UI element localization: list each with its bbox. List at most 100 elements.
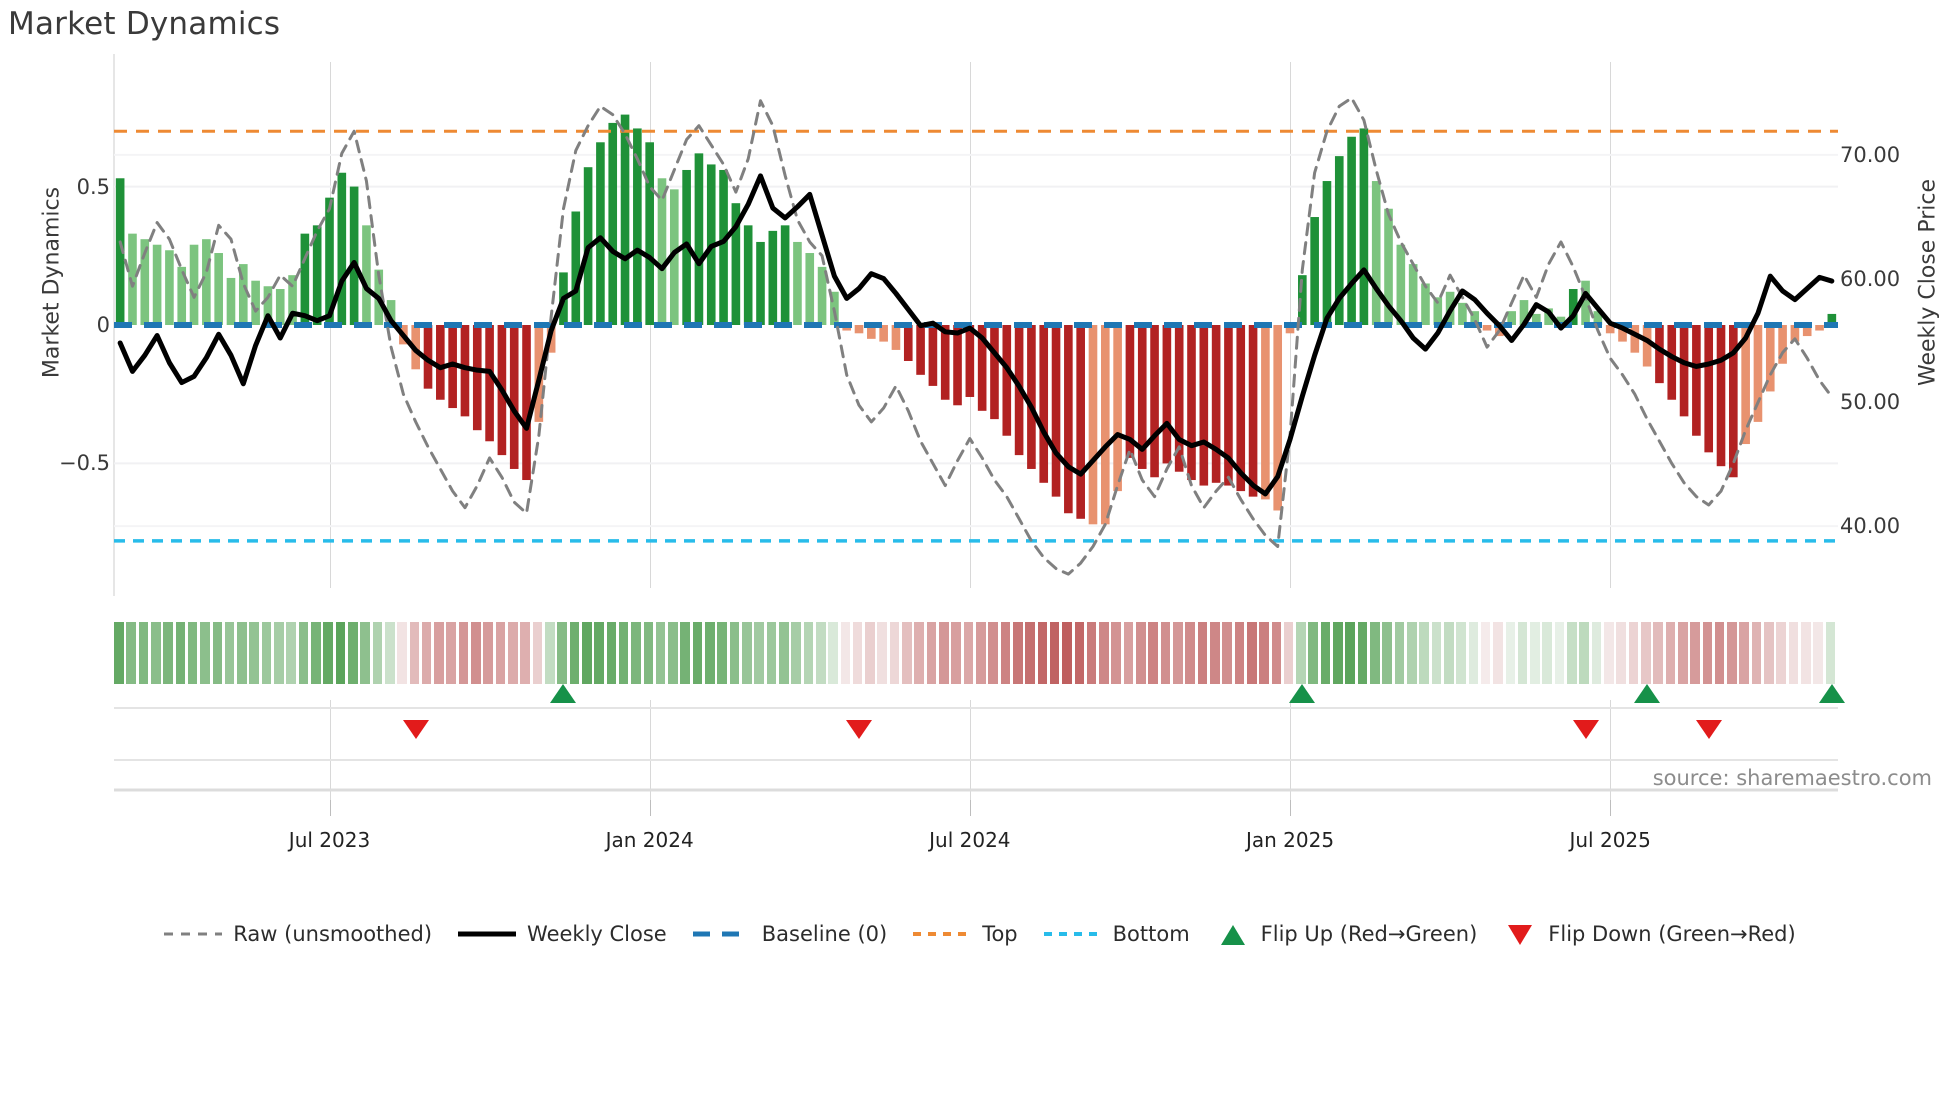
heat-cell xyxy=(594,622,604,684)
dynamics-bar xyxy=(509,325,519,469)
heat-cell xyxy=(1320,622,1331,684)
line-swatch-glyph xyxy=(164,932,223,936)
dynamics-bar xyxy=(1224,325,1233,486)
heat-cell xyxy=(1345,622,1356,684)
heat-cell xyxy=(311,622,321,684)
flip-marker-band xyxy=(0,684,1960,760)
heat-cell xyxy=(483,622,494,684)
heat-cell xyxy=(1099,622,1109,684)
heat-cell xyxy=(1407,622,1417,684)
heat-cell xyxy=(1813,622,1823,684)
dynamics-bar xyxy=(731,203,741,325)
x-tick-label: Jan 2024 xyxy=(605,828,694,852)
heat-cell xyxy=(557,622,567,684)
x-tick-gridline xyxy=(649,760,651,810)
legend-label: Bottom xyxy=(1112,922,1190,946)
dynamics-bar xyxy=(1605,325,1615,334)
dynamics-bar xyxy=(423,325,433,389)
dynamics-bar xyxy=(177,266,187,325)
heat-cell xyxy=(150,622,161,684)
legend-item[interactable]: Flip Down (Green→Red) xyxy=(1503,922,1796,946)
heat-cell xyxy=(1296,622,1306,684)
dynamics-bar xyxy=(1802,325,1812,337)
flip-down-marker xyxy=(1695,720,1722,739)
y-tick-right: 70.00 xyxy=(1840,142,1901,167)
heat-cell xyxy=(187,622,198,684)
dynamics-bar xyxy=(940,325,950,400)
y-tick-right: 60.00 xyxy=(1840,266,1901,291)
heat-cell xyxy=(458,622,469,684)
dynamics-bar xyxy=(1778,325,1787,364)
heat-cell xyxy=(1136,622,1146,684)
heat-cell xyxy=(495,622,506,684)
heat-cell xyxy=(1505,622,1516,684)
dynamics-bar xyxy=(1113,325,1122,492)
heat-cell xyxy=(434,622,444,684)
heat-cell xyxy=(1776,622,1787,684)
dynamics-bar xyxy=(1236,325,1246,492)
dynamics-bar xyxy=(189,244,199,325)
dynamics-bar xyxy=(325,197,334,325)
heat-cell xyxy=(1801,622,1811,684)
dynamics-bar xyxy=(1199,325,1209,486)
heat-cell xyxy=(508,622,518,684)
dynamics-bar xyxy=(1027,325,1036,469)
heat-cell xyxy=(1074,622,1085,684)
triangle-down-icon xyxy=(1503,925,1537,945)
dynamics-bar xyxy=(1642,325,1652,367)
x-tick-mark xyxy=(1610,800,1612,816)
dynamics-bar xyxy=(1174,325,1184,472)
heat-cell xyxy=(1628,622,1639,684)
dynamics-bar xyxy=(1261,325,1270,500)
dynamics-bar xyxy=(1630,325,1640,353)
heat-cell xyxy=(852,622,863,684)
heat-cell xyxy=(803,622,814,684)
heat-cell xyxy=(1234,622,1245,684)
heat-cell xyxy=(926,622,937,684)
dynamics-bar xyxy=(1285,325,1295,334)
dynamics-bar xyxy=(1322,181,1332,325)
heat-cell xyxy=(1690,622,1700,684)
legend-item[interactable]: Top xyxy=(913,922,1018,946)
heat-cell xyxy=(335,622,346,684)
heat-cell xyxy=(1665,622,1676,684)
triangle-down-glyph xyxy=(1508,925,1533,945)
dynamics-bar xyxy=(140,239,150,325)
flip-up-marker xyxy=(1634,684,1661,703)
legend-item[interactable]: Flip Up (Red→Green) xyxy=(1216,922,1477,946)
dynamics-bar xyxy=(793,241,802,325)
heat-cell xyxy=(286,622,296,684)
heat-cell xyxy=(1209,622,1220,684)
legend-item[interactable]: Bottom xyxy=(1043,922,1190,946)
dynamics-bar xyxy=(977,325,987,411)
legend-item[interactable]: Raw (unsmoothed) xyxy=(164,922,432,946)
heat-cell xyxy=(1173,622,1183,684)
heat-cell xyxy=(409,622,420,684)
dynamics-bar xyxy=(1298,275,1307,325)
heat-cell xyxy=(865,622,875,684)
heat-cell xyxy=(988,622,998,684)
dynamics-bar xyxy=(1704,325,1714,453)
heat-cell xyxy=(1739,622,1750,684)
heat-cell xyxy=(397,622,407,684)
dynamics-bar xyxy=(349,186,359,325)
line-swatch-icon xyxy=(458,925,517,943)
heat-cell xyxy=(298,622,309,684)
heat-cell xyxy=(1468,622,1479,684)
heat-cell xyxy=(778,622,789,684)
dynamics-bar xyxy=(1729,325,1738,478)
legend-item[interactable]: Weekly Close xyxy=(458,922,667,946)
legend-item[interactable]: Baseline (0) xyxy=(692,922,887,946)
heat-cell xyxy=(643,622,654,684)
heat-cell xyxy=(1160,622,1171,684)
heat-cell xyxy=(766,622,777,684)
x-tick-gridline xyxy=(329,700,331,760)
dynamics-bar xyxy=(1310,217,1319,325)
dynamics-bar xyxy=(1396,244,1406,325)
heat-cell xyxy=(1222,622,1232,684)
heat-cell xyxy=(1456,622,1466,684)
heat-cell xyxy=(1037,622,1048,684)
heat-cell xyxy=(446,622,457,684)
heat-cell xyxy=(163,622,173,684)
dynamics-bar xyxy=(879,325,888,342)
